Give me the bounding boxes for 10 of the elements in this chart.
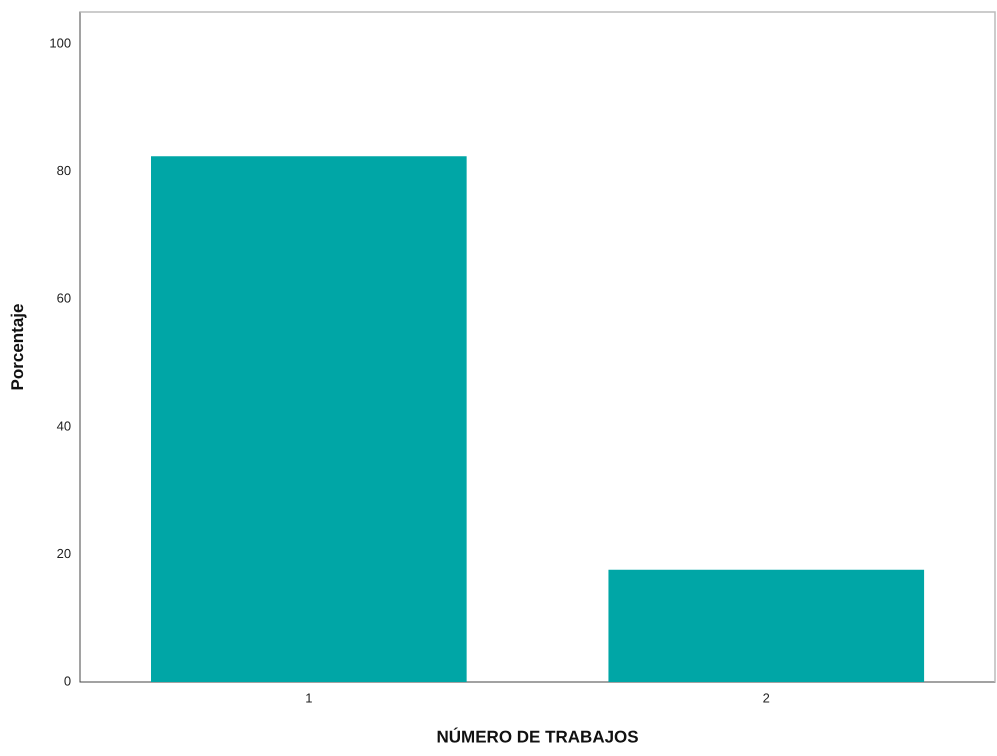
x-axis-title: NÚMERO DE TRABAJOS — [436, 726, 639, 746]
y-tick-label: 20 — [56, 546, 72, 561]
x-tick-label: 2 — [762, 690, 770, 706]
y-tick-label: 0 — [64, 674, 72, 689]
y-tick-label: 40 — [56, 418, 72, 434]
y-tick-label: 100 — [49, 35, 72, 50]
y-axis-title: Porcentaje — [8, 304, 27, 390]
y-tick-label: 80 — [56, 163, 72, 178]
y-tick-label: 60 — [56, 290, 72, 306]
x-tick-label: 1 — [305, 690, 312, 706]
